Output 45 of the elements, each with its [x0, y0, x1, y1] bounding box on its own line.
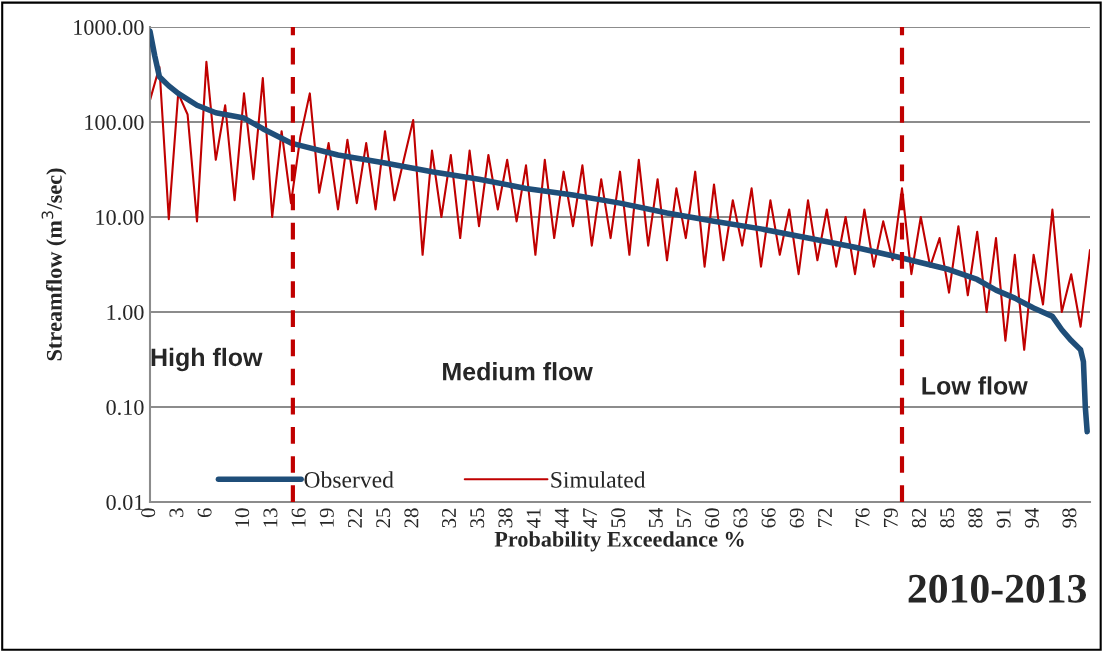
- x-tick-label: 38: [498, 508, 513, 528]
- x-tick-label: 47: [583, 508, 597, 528]
- x-tick-label: 3: [169, 508, 184, 517]
- x-tick-label: 66: [761, 508, 776, 528]
- x-tick-label: 91: [996, 508, 1011, 528]
- y-tick-label: 0.10: [106, 399, 144, 416]
- x-tick-label: 0: [141, 508, 156, 518]
- legend-label: Simulated: [551, 471, 646, 488]
- x-tick-label: 19: [319, 508, 334, 527]
- y-tick-label: 1.00: [107, 304, 144, 321]
- x-tick-label: 60: [705, 508, 720, 528]
- y-tick-label: 10.00: [96, 209, 144, 226]
- x-tick-label: 72: [818, 508, 832, 528]
- x-tick-label: 82: [911, 508, 927, 528]
- annotation: High flow: [151, 347, 263, 372]
- text: 2010-2013: [908, 574, 1087, 603]
- x-tick-label: 16: [291, 508, 306, 527]
- x-tick-label: 32: [442, 508, 457, 528]
- legend-label: Observed: [304, 471, 394, 488]
- x-tick-label: 50: [611, 508, 626, 528]
- x-tick-label: 63: [733, 508, 748, 528]
- annotation: Low flow: [922, 376, 1028, 395]
- x-tick-label: 94: [1024, 507, 1039, 528]
- x-tick-label: 57: [677, 508, 692, 528]
- x-tick-label: 98: [1062, 508, 1077, 528]
- x-tick-label: 28: [404, 508, 419, 528]
- x-tick-label: 41: [526, 508, 541, 528]
- x-tick-label: 10: [235, 508, 250, 527]
- x-tick-label: 22: [348, 508, 362, 528]
- annotation: Medium flow: [443, 362, 593, 381]
- y-tick-label: 1000.00: [74, 19, 144, 36]
- y-tick-label: 100.00: [85, 114, 144, 131]
- x-tick-label: 13: [263, 508, 278, 527]
- x-axis-title: Probability Exceedance %: [494, 531, 744, 552]
- x-tick-label: 25: [376, 508, 391, 528]
- x-tick-label: 88: [968, 508, 983, 528]
- x-tick-label: 85: [940, 508, 955, 528]
- x-tick-label: 69: [789, 508, 804, 528]
- x-tick-label: 6: [197, 508, 212, 518]
- x-tick-label: 54: [648, 507, 663, 528]
- x-tick-label: 35: [470, 508, 485, 528]
- x-tick-label: 44: [554, 507, 569, 528]
- x-tick-label: 79: [883, 508, 898, 528]
- y-axis-title: Streamflow (m$^{3}$/sec): [41, 168, 67, 361]
- x-tick-label: 76: [855, 508, 870, 528]
